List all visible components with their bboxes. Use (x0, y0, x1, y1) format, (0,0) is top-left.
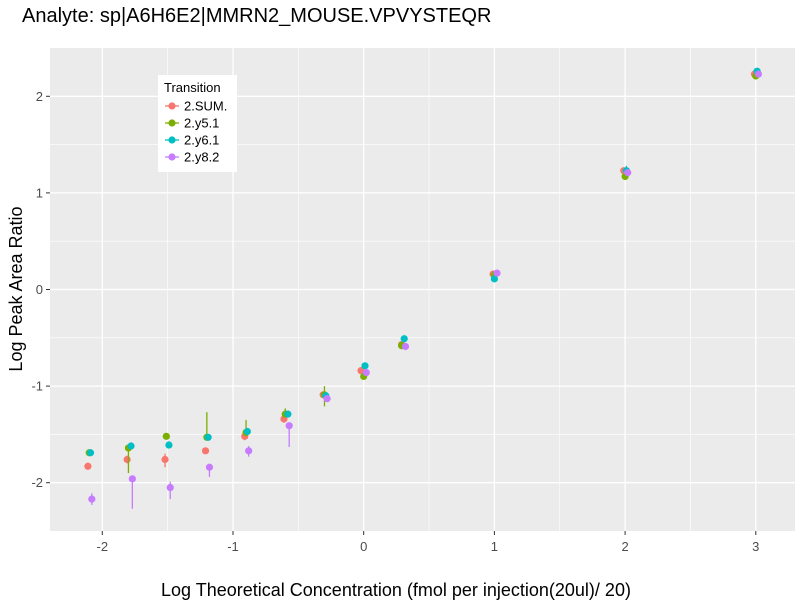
y-tick-label: -2 (31, 475, 43, 490)
y-axis-label: Log Peak Area Ratio (6, 206, 26, 371)
x-tick-label: -2 (96, 539, 108, 554)
legend-label: 2.SUM. (184, 99, 227, 114)
data-point (323, 395, 331, 403)
data-point (204, 433, 212, 441)
series-2.y6.1 (86, 67, 761, 457)
x-tick-label: 1 (491, 539, 498, 554)
data-point (166, 483, 174, 492)
data-point (284, 410, 292, 418)
legend-label: 2.y6.1 (184, 133, 219, 148)
x-tick-label: 2 (621, 539, 628, 554)
legend-title: Transition (164, 80, 221, 95)
chart-title: Analyte: sp|A6H6E2|MMRN2_MOUSE.VPVYSTEQR (22, 5, 491, 27)
y-axis: -2 -1 0 1 2 (31, 89, 50, 490)
data-point (86, 449, 95, 457)
data-point (165, 441, 173, 449)
data-point (128, 475, 136, 483)
data-point (362, 368, 370, 377)
data-point (162, 432, 170, 440)
data-point (490, 275, 498, 283)
y-tick-label: -1 (31, 379, 43, 394)
data-point (243, 427, 251, 436)
legend-key-point (168, 136, 176, 144)
x-tick-label: -1 (227, 539, 239, 554)
y-tick-label: 2 (36, 89, 43, 104)
legend: Transition 2.SUM. 2.y5.1 2.y6.1 2.y8.2 (158, 75, 237, 172)
data-point (123, 455, 131, 464)
x-axis: -2 -1 0 1 2 3 (96, 531, 759, 554)
y-tick-label: 0 (36, 282, 43, 297)
data-point (84, 462, 92, 470)
data-point (205, 463, 214, 471)
data-point (400, 335, 408, 343)
data-point (754, 70, 763, 78)
series-2.y8.2 (88, 70, 763, 509)
legend-key-point (168, 102, 176, 110)
data-point (127, 442, 135, 450)
legend-label: 2.y5.1 (184, 116, 219, 131)
data-point (361, 362, 369, 370)
data-point (88, 495, 96, 503)
x-tick-label: 0 (360, 539, 367, 554)
legend-key-point (168, 119, 176, 127)
data-point (201, 447, 210, 455)
data-point (245, 447, 253, 455)
x-tick-label: 3 (752, 539, 759, 554)
data-point (493, 269, 501, 277)
data-point (161, 455, 169, 464)
legend-key-point (168, 153, 176, 161)
y-tick-label: 1 (36, 185, 43, 200)
data-marks (84, 67, 763, 509)
legend-label: 2.y8.2 (184, 150, 219, 165)
data-point (285, 422, 293, 430)
data-point (624, 169, 632, 177)
x-axis-label: Log Theoretical Concentration (fmol per … (161, 580, 631, 600)
data-point (401, 342, 410, 351)
